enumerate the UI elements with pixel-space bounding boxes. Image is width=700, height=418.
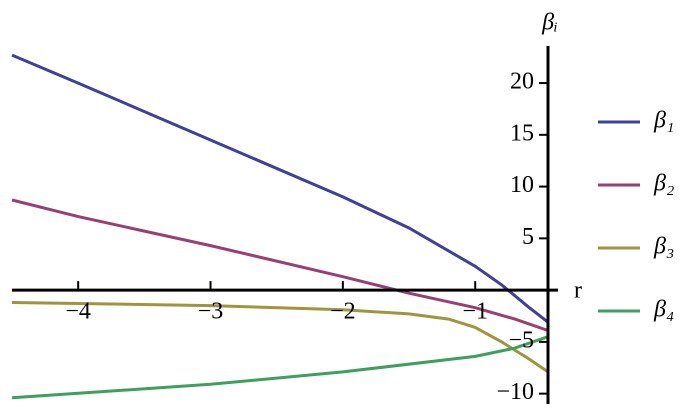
series-line [11,198,549,332]
x-axis-label: r [574,278,582,304]
x-tick-label: −1 [462,299,488,325]
legend-label: β₃ [653,234,674,260]
y-tick-label: −10 [496,379,534,405]
y-tick-label: 20 [510,69,534,95]
y-tick-label: 5 [522,224,534,250]
y-tick-label: 10 [510,172,534,198]
series-line [11,53,549,324]
series-line [11,301,549,374]
legend-label: β₄ [653,297,674,323]
legend-label: β₁ [653,108,674,134]
x-tick-label: −2 [330,299,356,325]
y-tick-label: −5 [508,327,534,353]
series-line [11,335,549,400]
x-tick-label: −4 [65,299,91,325]
y-axis-label: βᵢ [541,10,558,36]
y-tick-label: 15 [510,120,534,146]
legend-label: β₂ [653,171,674,197]
x-tick-label: −3 [198,299,224,325]
